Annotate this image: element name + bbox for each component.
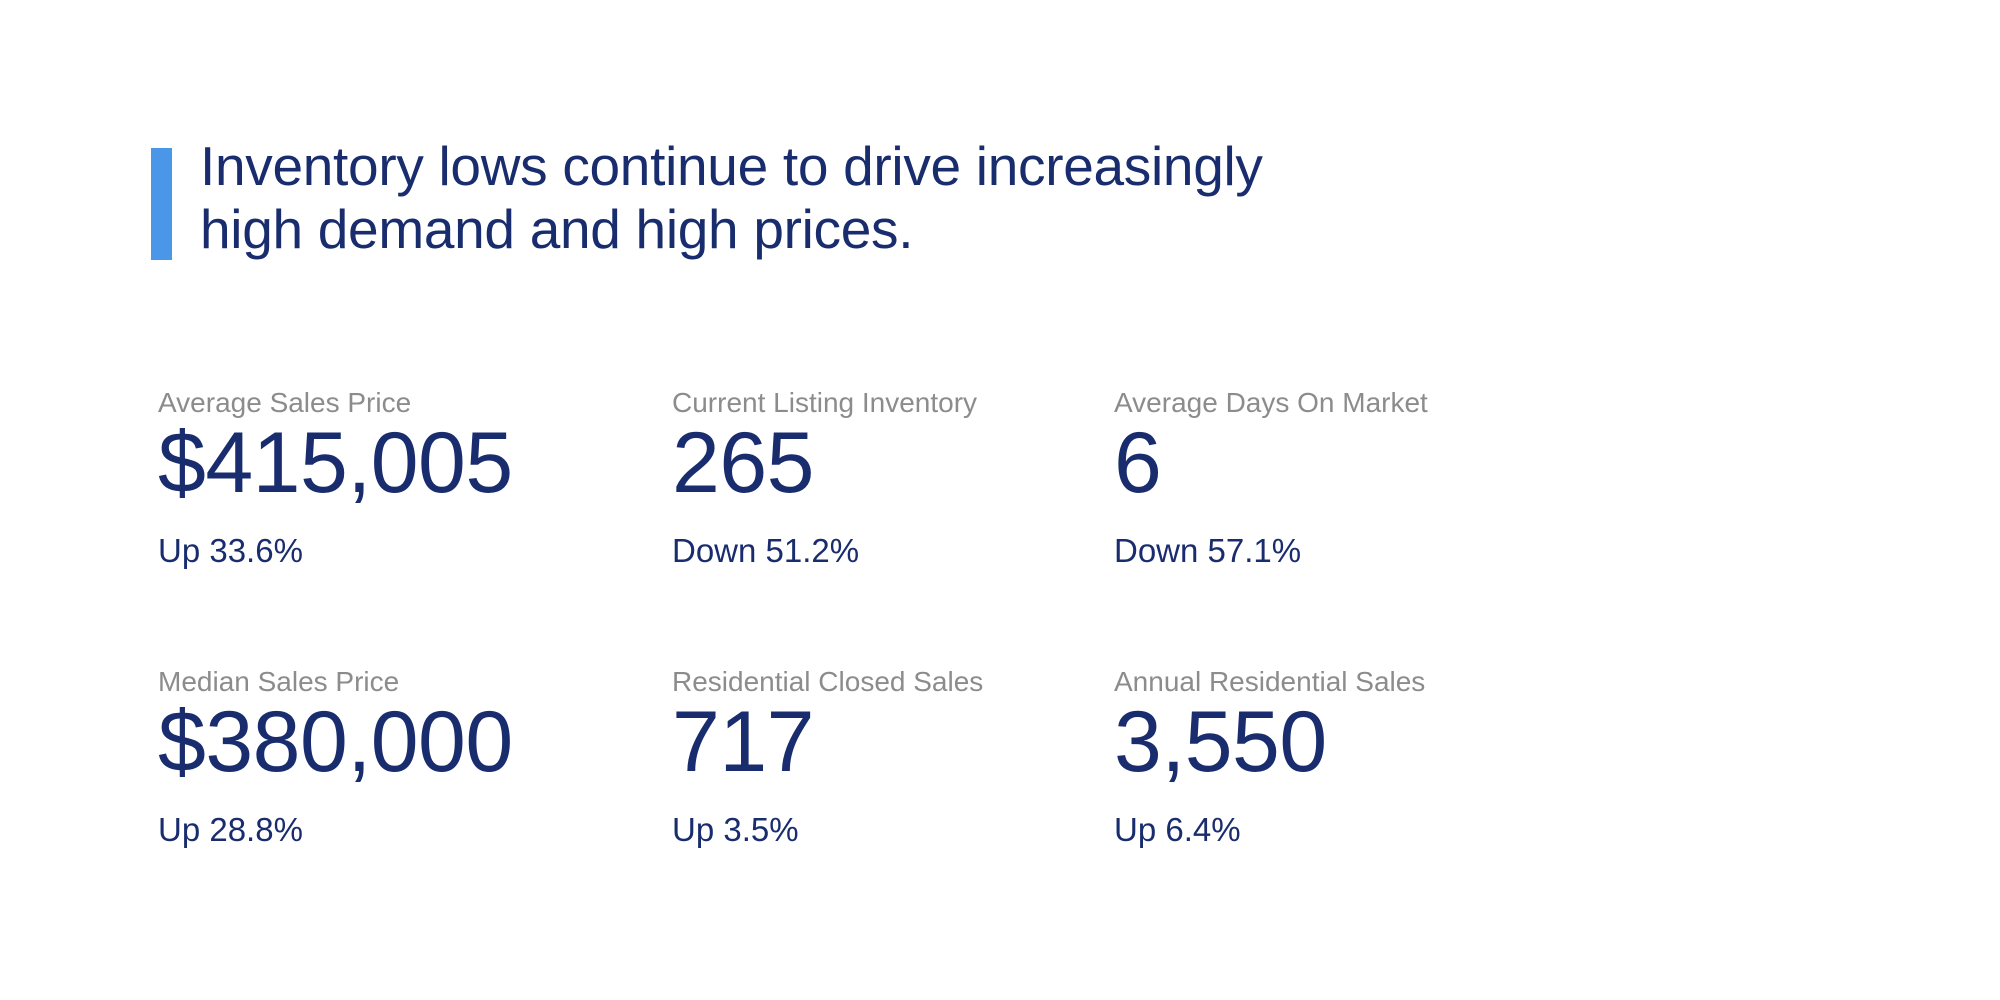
- stat-delta: Up 33.6%: [158, 532, 303, 569]
- stat-delta: Down 57.1%: [1114, 532, 1302, 569]
- stat-card-residential-closed-sales: Residential Closed Sales 717 Up 3.5%: [672, 665, 1114, 849]
- stat-delta: Up 3.5%: [672, 811, 799, 848]
- headline-section: Inventory lows continue to drive increas…: [151, 135, 1263, 261]
- stat-delta: Up 6.4%: [1114, 811, 1241, 848]
- stat-label: Annual Residential Sales: [1114, 666, 1426, 697]
- stat-card-annual-residential-sales: Annual Residential Sales 3,550 Up 6.4%: [1114, 665, 1674, 849]
- headline-text: Inventory lows continue to drive increas…: [200, 135, 1263, 261]
- stat-label: Current Listing Inventory: [672, 387, 978, 418]
- stat-value: 6: [1114, 415, 1162, 511]
- stat-label: Average Sales Price: [158, 387, 412, 418]
- stat-value: $380,000: [158, 694, 513, 790]
- stat-value: $415,005: [158, 415, 513, 511]
- stats-grid: Average Sales Price $415,005 Up 33.6% Cu…: [158, 386, 1674, 849]
- stat-card-average-days-on-market: Average Days On Market 6 Down 57.1%: [1114, 386, 1674, 570]
- stat-label: Residential Closed Sales: [672, 666, 984, 697]
- stat-label: Average Days On Market: [1114, 387, 1428, 418]
- stat-value: 717: [672, 694, 815, 790]
- stat-value: 265: [672, 415, 815, 511]
- stat-delta: Down 51.2%: [672, 532, 860, 569]
- stat-delta: Up 28.8%: [158, 811, 303, 848]
- stat-label: Median Sales Price: [158, 666, 400, 697]
- stat-card-average-sales-price: Average Sales Price $415,005 Up 33.6%: [158, 386, 672, 570]
- stat-card-current-listing-inventory: Current Listing Inventory 265 Down 51.2%: [672, 386, 1114, 570]
- headline-line-1: Inventory lows continue to drive increas…: [200, 135, 1263, 197]
- stat-value: 3,550: [1114, 694, 1327, 790]
- headline-accent-bar: [151, 148, 172, 260]
- stat-card-median-sales-price: Median Sales Price $380,000 Up 28.8%: [158, 665, 672, 849]
- headline-line-2: high demand and high prices.: [200, 198, 914, 260]
